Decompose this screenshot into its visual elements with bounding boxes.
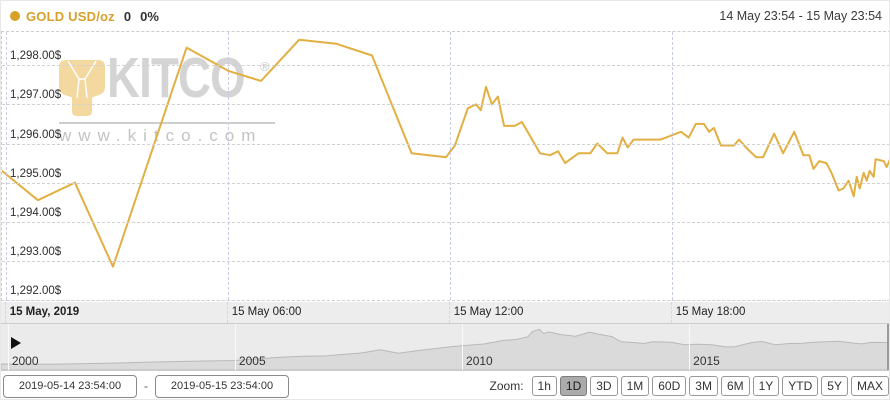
x-axis-label-band: 15 May, 2019 15 May 06:00 15 May 12:00 15 M…: [1, 302, 889, 323]
band-separator: [4, 302, 6, 323]
date-inputs: -: [3, 374, 289, 398]
controls-bar: - Zoom: 1h 1D 3D 1M 60D 3M 6M 1Y YTD 5Y …: [1, 371, 889, 399]
chart-header: GOLD USD/oz 0 0% 14 May 23:54 - 15 May 2…: [1, 1, 889, 31]
navigator-right-handle[interactable]: [887, 324, 889, 370]
navigator-year-label: 2010: [466, 354, 493, 368]
x-axis-label: 15 May, 2019: [9, 306, 80, 318]
y-gridline: [2, 104, 889, 106]
to-date-input[interactable]: [155, 374, 289, 398]
date-range-label: 14 May 23:54 - 15 May 23:54: [719, 9, 882, 23]
series-change-percent: 0%: [140, 8, 159, 24]
y-axis-label: 1,298.00$: [10, 50, 62, 63]
y-axis-label: 1,295.00$: [10, 167, 62, 180]
navigator-gridline: [689, 324, 691, 370]
range-navigator[interactable]: 2000 2005 2010 2015: [1, 323, 889, 371]
band-separator: [226, 302, 228, 323]
main-chart-plot-area[interactable]: KITCO ® www.kitco.com 1,298.00$ 1,297.00$…: [1, 31, 889, 301]
zoom-presets: Zoom: 1h 1D 3D 1M 60D 3M 6M 1Y YTD 5Y MA…: [490, 376, 889, 396]
y-gridline: [2, 300, 889, 301]
series-legend: GOLD USD/oz 0 0%: [10, 9, 159, 24]
navigator-year-label: 2000: [11, 354, 39, 368]
series-change: 0: [123, 8, 132, 24]
y-axis-label: 1,294.00$: [10, 206, 62, 219]
x-axis-label: 15 May 12:00: [453, 306, 524, 318]
zoom-button-max[interactable]: MAX: [850, 376, 889, 396]
navigator-gridline: [462, 324, 464, 370]
zoom-button-1m[interactable]: 1M: [620, 376, 650, 396]
zoom-button-1y[interactable]: 1Y: [752, 376, 780, 396]
zoom-button-3d[interactable]: 3D: [590, 376, 618, 396]
y-gridline: [2, 143, 889, 145]
x-axis-label: 15 May 18:00: [675, 306, 746, 318]
band-separator: [670, 302, 672, 323]
zoom-label: Zoom:: [489, 379, 524, 393]
series-color-dot-icon: [10, 11, 20, 21]
from-date-input[interactable]: [3, 374, 137, 398]
x-axis-label: 15 May 06:00: [231, 306, 302, 318]
navigator-year-label: 2015: [693, 354, 720, 368]
navigator-year-label: 2005: [238, 354, 266, 368]
play-button[interactable]: [11, 337, 21, 349]
zoom-button-1d[interactable]: 1D: [559, 376, 588, 396]
y-gridline: [2, 65, 889, 67]
x-gridline: [5, 32, 7, 300]
y-axis-label: 1,293.00$: [10, 245, 62, 258]
price-line-series: [2, 38, 889, 268]
y-gridline: [2, 260, 889, 262]
zoom-button-60d[interactable]: 60D: [652, 376, 687, 396]
series-symbol: GOLD USD/oz: [26, 8, 115, 24]
zoom-button-5y[interactable]: 5Y: [821, 376, 848, 396]
zoom-button-1h[interactable]: 1h: [531, 376, 557, 396]
zoom-button-ytd[interactable]: YTD: [782, 376, 819, 396]
date-separator: -: [144, 379, 148, 393]
y-gridline: [2, 182, 889, 184]
navigator-area-series: [1, 328, 889, 370]
x-gridline: [671, 32, 673, 300]
y-axis-label: 1,297.00$: [10, 89, 62, 102]
x-gridline: [449, 32, 451, 300]
navigator-gridline: [234, 324, 236, 370]
y-axis-label: 1,292.00$: [10, 285, 62, 297]
navigator-gridline: [7, 324, 9, 370]
y-gridline: [2, 221, 889, 223]
band-separator: [448, 302, 450, 323]
zoom-button-6m[interactable]: 6M: [720, 376, 750, 396]
y-axis-label: 1,296.00$: [10, 128, 62, 141]
x-gridline: [227, 32, 229, 300]
zoom-button-3m[interactable]: 3M: [689, 376, 718, 396]
